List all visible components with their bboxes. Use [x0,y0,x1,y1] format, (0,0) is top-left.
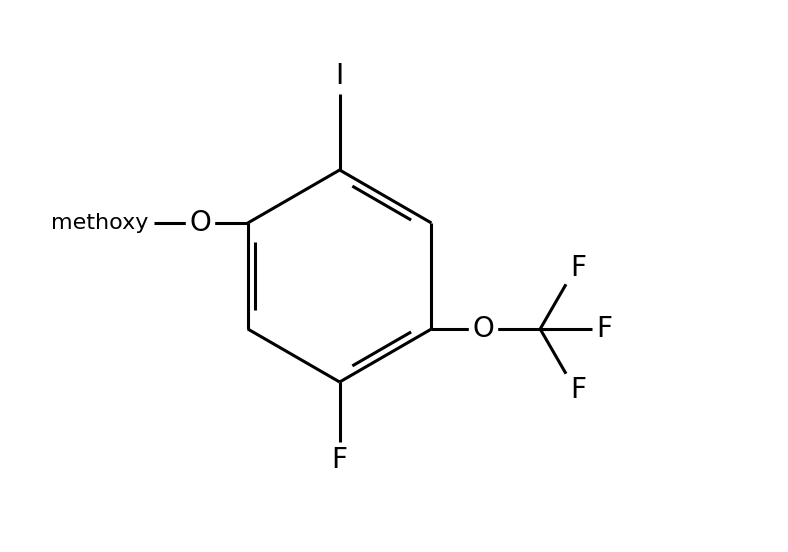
Text: F: F [571,253,586,282]
Text: F: F [597,315,612,343]
Text: O: O [472,315,494,343]
Text: F: F [571,376,586,405]
Text: I: I [336,61,344,89]
Text: F: F [332,446,348,474]
Text: O: O [189,209,211,237]
Text: methoxy: methoxy [51,213,148,233]
